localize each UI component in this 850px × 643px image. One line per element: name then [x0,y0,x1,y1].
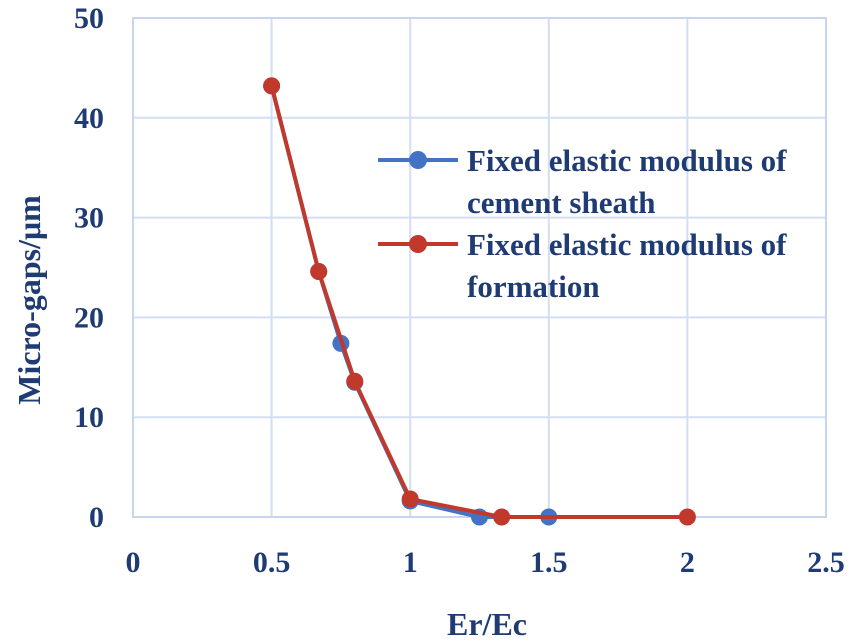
data-point [346,372,364,390]
y-tick-labels: 0 10 20 30 40 50 [74,2,104,534]
legend-label: Fixed elastic modulus of formation [467,227,787,304]
data-point [493,508,511,526]
x-tick-label: 2.5 [807,546,845,579]
x-tick-label: 0 [126,546,141,579]
plot-border [132,17,827,518]
legend-marker [409,151,427,169]
x-tick-label: 1.5 [530,546,568,579]
x-tick-label: 2 [680,546,695,579]
y-tick-label: 0 [89,501,104,534]
series-line [269,85,688,519]
legend-item: Fixed elastic modulus of formation [378,227,787,304]
y-tick-label: 10 [74,401,104,434]
plot-area [132,17,827,518]
data-point [263,77,281,95]
x-tick-label: 1 [403,546,418,579]
x-tick-labels: 0 0.5 1 1.5 2 2.5 [126,546,845,579]
series-lines [263,77,696,526]
data-point [310,262,328,280]
x-axis-title: Er/Ec [447,606,527,642]
data-point [401,490,419,508]
y-tick-label: 30 [74,202,104,235]
legend: Fixed elastic modulus of cement sheathFix… [378,143,787,304]
data-point [678,508,696,526]
x-gridlines [132,18,827,517]
y-tick-label: 40 [74,102,104,135]
legend-marker [409,235,427,253]
x-tick-label: 0.5 [253,546,291,579]
y-tick-label: 20 [74,301,104,334]
legend-item: Fixed elastic modulus of cement sheath [378,143,787,220]
legend-label: Fixed elastic modulus of cement sheath [467,143,787,220]
y-axis-title: Micro-gaps/μm [11,195,47,405]
series-2 [263,77,696,526]
grid [132,17,827,518]
y-gridlines [133,17,826,518]
y-tick-label: 50 [74,2,104,35]
